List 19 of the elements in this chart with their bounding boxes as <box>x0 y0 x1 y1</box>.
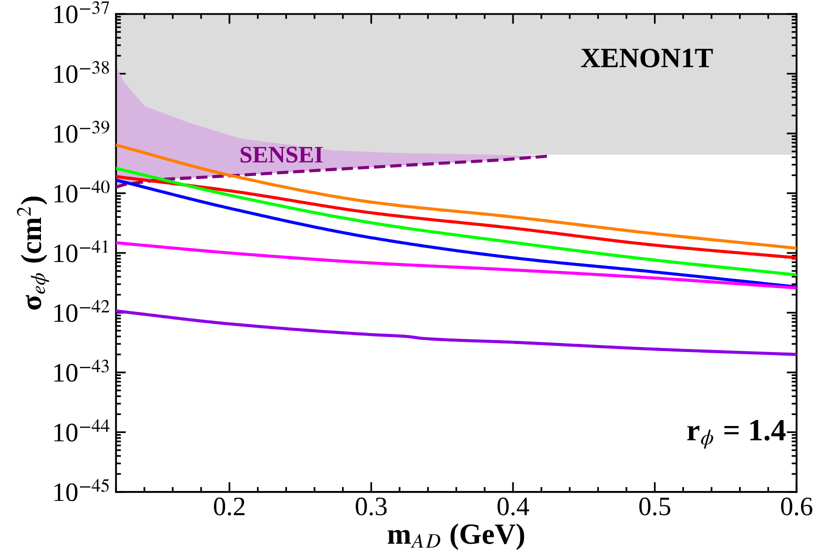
x-tick-label: 0.5 <box>639 498 670 516</box>
x-tick-label: 0.3 <box>356 498 387 516</box>
x-axis-title: m$_{AD}$ (GeV) <box>388 523 524 550</box>
y-tick-label: 10$^{−40}$ <box>54 180 110 203</box>
band-label: XENON1T <box>581 48 713 68</box>
y-tick-label: 10$^{−42}$ <box>54 300 110 322</box>
x-tick-label: 0.4 <box>498 498 530 516</box>
y-tick-label: 10$^{−43}$ <box>54 360 109 382</box>
y-axis-title: σ$_{eϕ}$ (cm$^{2}$) <box>16 196 50 310</box>
annotation: r$_{ϕ}$ = 1.4 <box>687 420 786 449</box>
y-tick-label: 10$^{−37}$ <box>54 1 110 24</box>
y-tick-label: 10$^{−41}$ <box>54 240 108 262</box>
x-tick-label: 0.6 <box>781 498 812 516</box>
y-tick-label: 10$^{−39}$ <box>54 120 110 143</box>
y-tick-label: 10$^{−38}$ <box>54 60 109 84</box>
series-label: SENSEI <box>240 146 323 163</box>
y-tick-label: 10$^{−45}$ <box>54 478 109 502</box>
x-tick-label: 0.2 <box>214 498 244 516</box>
y-tick-label: 10$^{−44}$ <box>54 419 110 442</box>
